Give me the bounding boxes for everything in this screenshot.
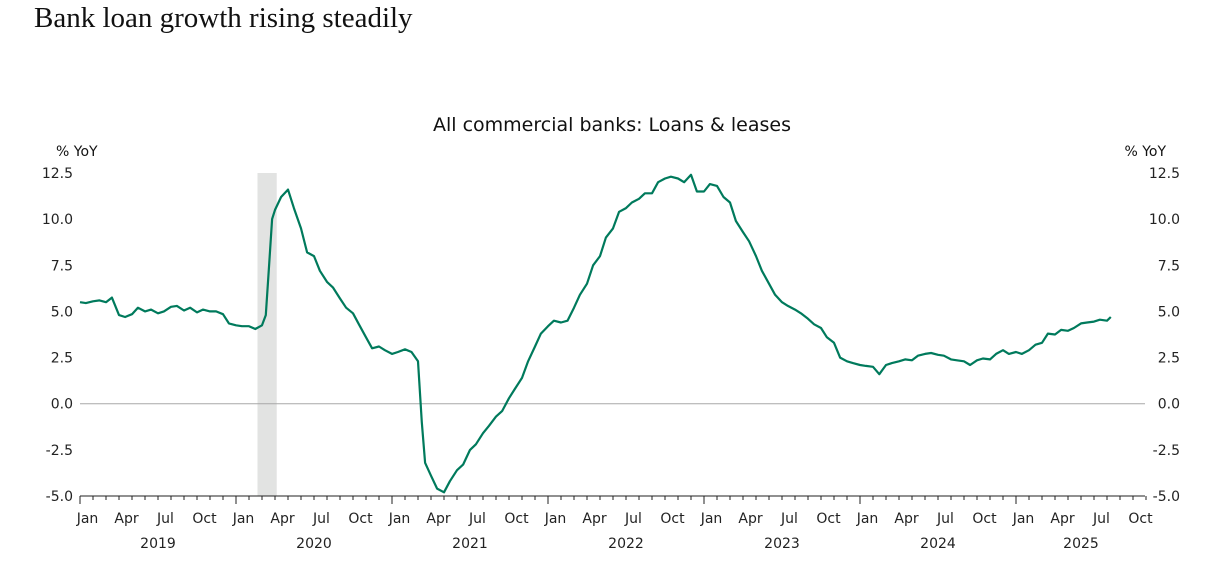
x-month-label: Oct — [816, 511, 841, 527]
chart-title: All commercial banks: Loans & leases — [433, 114, 791, 136]
x-month-label: Oct — [972, 511, 997, 527]
recession-shading — [257, 173, 277, 496]
y-tick-label-right: 7.5 — [1158, 258, 1180, 274]
y-tick-label-left: 7.5 — [51, 258, 73, 274]
x-month-label: Apr — [114, 511, 138, 527]
y-tick-label-right: -5.0 — [1153, 489, 1180, 505]
x-month-label: Jan — [856, 511, 879, 527]
x-month-label: Jan — [700, 511, 723, 527]
x-month-label: Jan — [232, 511, 255, 527]
x-month-label: Oct — [1128, 511, 1153, 527]
x-month-label: Jul — [312, 511, 330, 527]
x-year-label: 2022 — [608, 536, 644, 552]
y-axis-label-right: % YoY — [1124, 144, 1166, 160]
y-tick-label-left: 5.0 — [51, 304, 73, 320]
y-axis-label-left: % YoY — [56, 144, 98, 160]
x-year-label: 2021 — [452, 536, 488, 552]
x-month-label: Jan — [388, 511, 411, 527]
x-month-label: Jul — [780, 511, 798, 527]
x-month-label: Jan — [544, 511, 567, 527]
x-year-label: 2024 — [920, 536, 956, 552]
x-month-label: Apr — [738, 511, 762, 527]
headline: Bank loan growth rising steadily — [34, 2, 413, 34]
y-tick-label-right: 12.5 — [1149, 166, 1180, 182]
x-month-label: Oct — [348, 511, 373, 527]
x-month-label: Oct — [660, 511, 685, 527]
x-month-label: Jul — [156, 511, 174, 527]
x-month-label: Jan — [76, 511, 99, 527]
x-month-label: Apr — [270, 511, 294, 527]
x-year-label: 2025 — [1063, 536, 1099, 552]
x-month-label: Jul — [468, 511, 486, 527]
y-tick-label-right: 10.0 — [1149, 212, 1180, 228]
y-tick-label-left: 12.5 — [42, 166, 73, 182]
x-month-label: Apr — [1050, 511, 1074, 527]
x-month-label: Oct — [504, 511, 529, 527]
x-month-label: Oct — [192, 511, 217, 527]
y-tick-label-left: 2.5 — [51, 351, 73, 367]
x-month-label: Jan — [1012, 511, 1035, 527]
x-month-label: Jul — [624, 511, 642, 527]
y-tick-label-right: 5.0 — [1158, 304, 1180, 320]
y-tick-label-right: 0.0 — [1158, 397, 1180, 413]
x-month-label: Apr — [426, 511, 450, 527]
x-month-label: Jul — [1092, 511, 1110, 527]
x-year-label: 2020 — [296, 536, 332, 552]
x-month-label: Jul — [936, 511, 954, 527]
x-month-label: Apr — [894, 511, 918, 527]
x-month-label: Apr — [582, 511, 606, 527]
y-tick-label-left: 0.0 — [51, 397, 73, 413]
y-tick-label-right: 2.5 — [1158, 351, 1180, 367]
x-year-label: 2023 — [764, 536, 800, 552]
y-tick-label-left: -5.0 — [46, 489, 73, 505]
y-tick-label-left: -2.5 — [46, 443, 73, 459]
y-tick-label-left: 10.0 — [42, 212, 73, 228]
y-tick-label-right: -2.5 — [1153, 443, 1180, 459]
x-year-label: 2019 — [140, 536, 176, 552]
series-line — [79, 173, 1112, 494]
